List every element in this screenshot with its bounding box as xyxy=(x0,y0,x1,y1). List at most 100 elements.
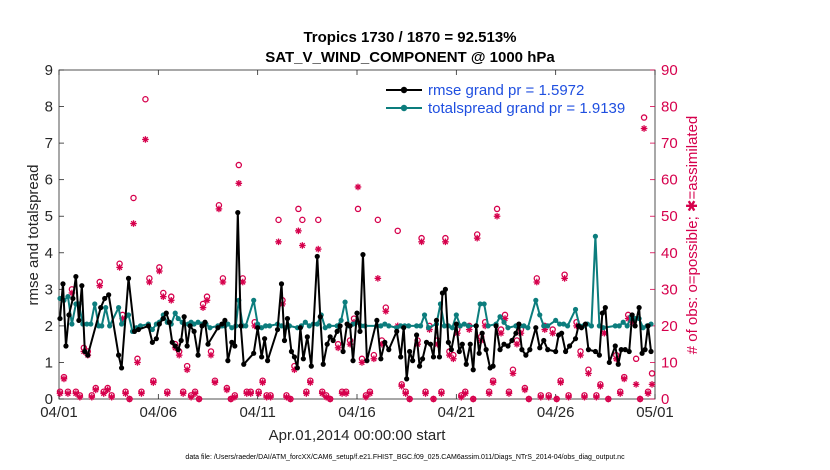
obs-possible-point xyxy=(354,205,362,213)
totalspread-point xyxy=(255,321,261,327)
x-axis-label: Apr.01,2014 00:00:00 start xyxy=(269,427,447,444)
rmse-point xyxy=(278,281,285,287)
rmse-point xyxy=(439,290,446,296)
obs-assimilated-point xyxy=(255,390,262,397)
rmse-point xyxy=(433,317,440,324)
totalspread-point xyxy=(465,323,471,329)
rmse-point xyxy=(509,337,515,344)
rmse-point xyxy=(156,321,162,327)
rmse-point xyxy=(407,348,413,355)
obs-assimilated-point xyxy=(450,355,457,363)
rmse-point xyxy=(340,348,346,355)
left-axis-ticks: 0 1 2 3 4 5 6 7 8 9 xyxy=(45,62,64,408)
rmse-point xyxy=(519,347,525,353)
totalspread-point xyxy=(497,314,503,320)
totalspread-point xyxy=(564,323,571,329)
rmse-point xyxy=(566,343,573,349)
rmse-point xyxy=(618,347,624,353)
obs-assimilated-point xyxy=(585,370,592,377)
obs-assimilated-point xyxy=(418,238,425,246)
totalspread-point xyxy=(92,301,98,307)
obs-assimilated-point xyxy=(446,351,453,359)
rmse-point xyxy=(423,339,430,345)
rmse-point xyxy=(255,325,261,331)
y-left-tick-label: 2 xyxy=(45,318,53,335)
totalspread-point xyxy=(501,319,507,325)
legend: rmse grand pr = 1.5972 totalspread grand… xyxy=(386,82,625,117)
rmse-point xyxy=(541,337,547,344)
y-left-tick-label: 1 xyxy=(45,354,53,371)
obs-assimilated-point xyxy=(215,205,223,213)
totalspread-point xyxy=(545,323,551,329)
rmse-point xyxy=(386,347,392,353)
obs-assimilated-point xyxy=(160,293,167,300)
rmse-point xyxy=(545,347,551,353)
legend-totalspread-marker xyxy=(400,104,408,112)
rmse-point xyxy=(222,317,228,324)
obs-assimilated-point xyxy=(513,340,521,348)
totalspread-point xyxy=(175,315,181,322)
rmse-point xyxy=(523,352,529,358)
obs-assimilated-point xyxy=(195,395,203,403)
obs-assimilated-point xyxy=(307,379,314,386)
rmse-point xyxy=(63,343,69,349)
rmse-line xyxy=(58,211,653,380)
rmse-point xyxy=(416,363,423,369)
obs-assimilated-point xyxy=(156,267,163,275)
right-axis-ticks: 0 10 20 30 40 50 60 70 80 90 xyxy=(650,62,678,408)
rmse-point xyxy=(642,347,648,353)
rmse-point xyxy=(445,339,451,345)
legend-entry-rmse: rmse grand pr = 1.5972 xyxy=(428,82,584,99)
x-tick-label: 04/06 xyxy=(140,404,178,421)
y-left-tick-label: 6 xyxy=(45,172,53,189)
totalspread-point xyxy=(382,321,388,327)
obs-assimilated-point xyxy=(370,355,378,363)
rmse-point xyxy=(330,337,336,344)
totalspread-point xyxy=(342,299,348,305)
obs-assimilated-point xyxy=(60,375,68,383)
rmse-point xyxy=(585,347,592,353)
rmse-point xyxy=(118,365,125,371)
obs-assimilated-point xyxy=(76,393,84,401)
rmse-point xyxy=(199,323,205,329)
totalspread-point xyxy=(616,323,622,329)
rmse-point xyxy=(79,283,85,289)
obs-assimilated-point xyxy=(577,351,584,359)
rmse-point xyxy=(559,330,565,336)
rmse-point xyxy=(251,350,257,356)
totalspread-point xyxy=(612,323,618,329)
rmse-point xyxy=(596,352,602,358)
rmse-point xyxy=(553,348,559,355)
totalspread-point xyxy=(461,321,467,327)
obs-assimilated-point xyxy=(402,390,409,397)
rmse-point xyxy=(347,323,353,329)
rmse-point xyxy=(288,348,295,355)
obs-assimilated-point xyxy=(203,297,211,304)
totalspread-point xyxy=(314,321,320,327)
obs-possible-point xyxy=(235,161,243,169)
rmse-point xyxy=(513,330,519,336)
rmse-point xyxy=(153,336,159,342)
rmse-point xyxy=(82,348,88,355)
obs-assimilated-point xyxy=(295,227,302,235)
obs-assimilated-point xyxy=(561,275,568,282)
obs-assimilated-point xyxy=(299,242,306,249)
obs-possible-point xyxy=(374,216,382,224)
totalspread-point xyxy=(326,323,332,329)
obs-possible-point xyxy=(142,95,149,103)
rmse-point xyxy=(505,343,511,349)
rmse-point xyxy=(453,321,459,327)
rmse-point xyxy=(490,363,496,369)
rmse-point xyxy=(281,337,288,344)
rmse-point xyxy=(225,358,231,364)
obs-assimilated-point xyxy=(247,390,255,397)
rmse-point xyxy=(184,343,190,349)
obs-assimilated-point xyxy=(88,393,96,401)
rmse-point xyxy=(235,209,241,216)
obs-possible-point xyxy=(275,216,282,224)
totalspread-point xyxy=(505,325,511,331)
obs-assimilated-point xyxy=(235,180,243,187)
obs-assimilated-point xyxy=(374,275,382,282)
rmse-point xyxy=(615,361,621,367)
totalspread-point xyxy=(302,319,308,325)
